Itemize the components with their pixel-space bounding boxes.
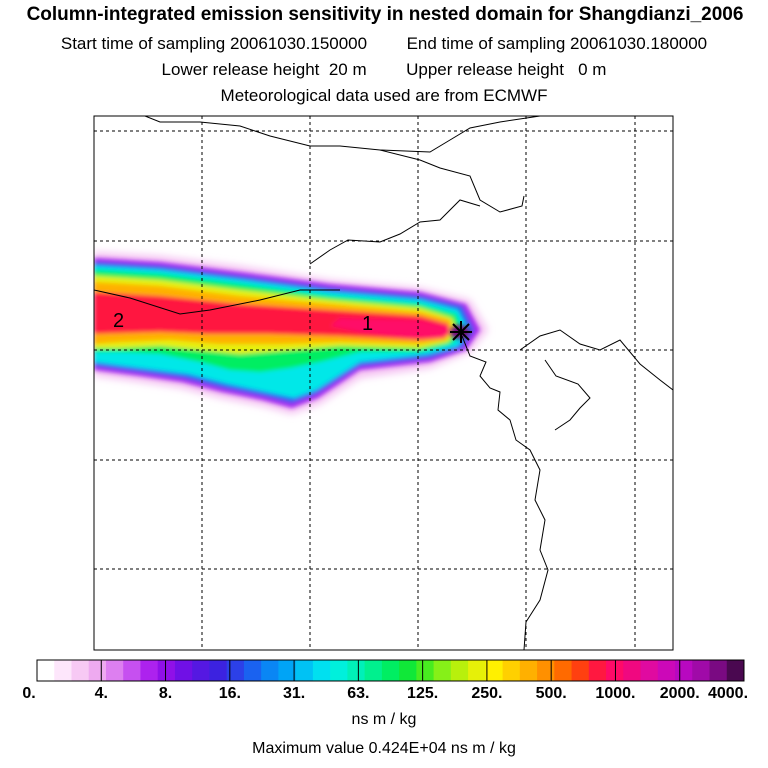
sampling-times-line: Start time of sampling 20061030.150000 E…	[0, 34, 768, 54]
plume-band-core	[330, 318, 450, 338]
colorbar-swatch	[399, 660, 417, 681]
colorbar-swatch	[468, 660, 486, 681]
coastline	[461, 335, 549, 650]
colorbar-swatch	[571, 660, 590, 681]
region-label-1: 1	[362, 313, 373, 335]
end-time-label: End time of sampling	[406, 34, 566, 53]
colorbar-swatch	[209, 660, 228, 681]
start-time-value: 20061030.150000	[230, 34, 368, 53]
plume	[94, 252, 488, 414]
colorbar-tick-label: 250.	[471, 685, 503, 702]
colorbar-swatch	[640, 660, 659, 681]
end-time-value: 20061030.180000	[570, 34, 708, 53]
colorbar-swatch	[174, 660, 193, 681]
colorbar-tick-label: 1000.	[595, 685, 636, 702]
met-data-line: Meteorological data used are from ECMWF	[220, 86, 548, 105]
colorbar-swatch	[140, 660, 159, 681]
lower-release-value: 20 m	[328, 60, 367, 79]
lower-release-label: Lower release height	[161, 60, 320, 79]
colorbar-swatch	[261, 660, 279, 681]
upper-release-label: Upper release height	[406, 60, 564, 79]
region-label-2: 2	[113, 310, 124, 332]
colorbar-tick-label: 31.	[282, 685, 306, 702]
colorbar-tick-label: 500.	[535, 685, 567, 702]
receptor-star-icon	[450, 321, 472, 343]
colorbar-swatch	[692, 660, 711, 681]
colorbar-swatch	[519, 660, 538, 681]
plot-title: Column-integrated emission sensitivity i…	[26, 4, 744, 25]
province-border-north	[379, 149, 525, 213]
colorbar-swatch	[675, 660, 693, 681]
colorbar-swatch	[450, 660, 469, 681]
colorbar-swatch	[554, 660, 573, 681]
colorbar-swatch	[226, 660, 245, 681]
colorbar-tick-label: 2000.	[659, 685, 700, 702]
colorbar-tick-label: 4000.	[707, 685, 749, 702]
colorbar-tick-label: 125.	[407, 685, 439, 702]
colorbar-swatch	[105, 660, 124, 681]
colorbar-swatch	[623, 660, 642, 681]
colorbar-swatch	[71, 660, 90, 681]
colorbar-swatch	[243, 660, 262, 681]
colorbar-swatch	[433, 660, 452, 681]
colorbar-frame	[36, 659, 745, 682]
colorbar-swatch	[295, 660, 314, 681]
peninsula-coast	[519, 329, 673, 391]
province-border-west	[94, 289, 340, 315]
colorbar-swatch	[123, 660, 141, 681]
northern-border	[144, 116, 541, 153]
peninsula-south	[544, 359, 591, 431]
colorbar-swatch	[588, 660, 607, 681]
colorbar-swatch	[157, 660, 176, 681]
colorbar-tick-label: 16.	[218, 685, 241, 702]
colorbar-swatch	[278, 660, 297, 681]
start-time-label: Start time of sampling	[60, 34, 226, 53]
plot-frame	[93, 115, 674, 651]
colorbar-swatch	[537, 660, 555, 681]
colorbar-swatch	[54, 660, 72, 681]
colorbar-swatch	[416, 660, 435, 681]
colorbar-swatch	[192, 660, 210, 681]
colorbar-swatch	[330, 660, 348, 681]
colorbar-swatch	[347, 660, 366, 681]
province-border-mid	[309, 199, 481, 265]
colorbar-swatch	[485, 660, 504, 681]
colorbar-swatch	[381, 660, 400, 681]
colorbar-swatch	[312, 660, 331, 681]
colorbar-tick-label: 0.	[22, 685, 36, 702]
colorbar-swatch	[657, 660, 676, 681]
colorbar-swatch	[37, 660, 55, 681]
colorbar-tick-label: 8.	[158, 685, 173, 702]
upper-release-value: 0 m	[578, 60, 607, 79]
colorbar-swatch	[709, 660, 728, 681]
boundaries	[94, 116, 673, 650]
colorbar-tick-label: 4.	[94, 685, 108, 702]
colorbar-swatch	[606, 660, 624, 681]
colorbar-swatch	[726, 660, 745, 681]
grid	[94, 116, 673, 650]
colorbar-swatch	[502, 660, 521, 681]
colorbar-swatch	[364, 660, 383, 681]
colorbar	[37, 660, 745, 681]
colorbar-tick-label: 63.	[347, 685, 370, 702]
colorbar-swatch	[88, 660, 107, 681]
colorbar-units: ns m / kg	[351, 711, 417, 728]
maximum-value-note: Maximum value 0.424E+04 ns m / kg	[252, 740, 516, 757]
release-heights-line: Lower release height 20 m Upper release …	[0, 60, 768, 80]
